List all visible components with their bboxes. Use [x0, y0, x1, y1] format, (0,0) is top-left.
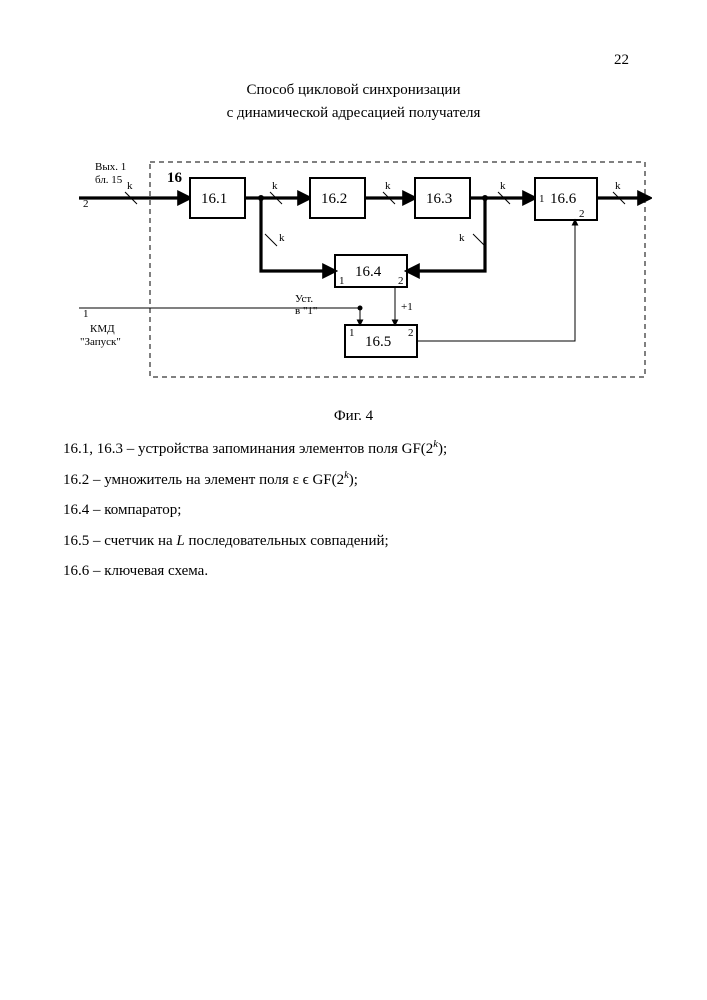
page: 22 Способ цикловой синхронизации с динам… [0, 0, 707, 1000]
k-label-2: k [272, 180, 278, 192]
legend: 16.1, 16.3 – устройства запоминания элем… [63, 435, 652, 586]
input-top-label-2: бл. 15 [95, 174, 123, 186]
figure-caption: Фиг. 4 [55, 408, 652, 425]
legend-line-2: 16.2 – умножитель на элемент поля ε ϵ GF… [63, 466, 652, 495]
block-16-1-label: 16.1 [201, 191, 227, 207]
block-16-5-port1: 1 [349, 327, 355, 339]
line-165-to-166 [417, 220, 575, 341]
block-16-6-label: 16.6 [550, 191, 577, 207]
plus-one-label: +1 [401, 301, 413, 313]
legend-2-tail: ); [349, 472, 358, 488]
legend-4-pre: 16.5 – счетчик на [63, 533, 176, 549]
kmd-label-2: "Запуск" [80, 336, 121, 348]
ust-label-1: Уст. [295, 293, 313, 305]
legend-4-post: последовательных совпадений; [185, 533, 389, 549]
legend-2-text: 16.2 – умножитель на элемент поля ε ϵ GF… [63, 472, 344, 488]
block-16-4-port2: 2 [398, 275, 404, 287]
input-port-1: 1 [83, 308, 89, 320]
block-16-5-port2: 2 [408, 327, 414, 339]
title-line-2: с динамической адресацией получателя [55, 105, 652, 122]
k-label-5: k [615, 180, 621, 192]
input-port-2: 2 [83, 198, 89, 210]
block-diagram: 16 Вых. 1 бл. 15 2 k 16.1 k 16.2 [55, 140, 652, 400]
legend-1-text: 16.1, 16.3 – устройства запоминания элем… [63, 441, 433, 457]
k-label-6: k [279, 232, 285, 244]
block-16-4-label: 16.4 [355, 264, 382, 280]
k-label-1: k [127, 180, 133, 192]
k-label-4: k [500, 180, 506, 192]
input-top-label-1: Вых. 1 [95, 161, 126, 173]
k-label-3: k [385, 180, 391, 192]
block-16-4-port1: 1 [339, 275, 345, 287]
legend-1-tail: ); [438, 441, 447, 457]
block-16-3-label: 16.3 [426, 191, 452, 207]
legend-line-4: 16.5 – счетчик на L последовательных сов… [63, 527, 652, 556]
block-16-5-label: 16.5 [365, 334, 391, 350]
legend-line-1: 16.1, 16.3 – устройства запоминания элем… [63, 435, 652, 464]
block-16-6-port1: 1 [539, 193, 545, 205]
legend-4-italic: L [176, 533, 184, 549]
block-16-2-label: 16.2 [321, 191, 347, 207]
legend-line-3: 16.4 – компаратор; [63, 496, 652, 525]
page-number: 22 [614, 52, 629, 69]
block-16-6-port2: 2 [579, 208, 585, 220]
kmd-label-1: КМД [90, 323, 115, 335]
legend-line-5: 16.6 – ключевая схема. [63, 557, 652, 586]
k-label-7: k [459, 232, 465, 244]
ust-label-2: в "1" [295, 305, 317, 317]
title-line-1: Способ цикловой синхронизации [55, 82, 652, 99]
outer-block-label: 16 [167, 170, 183, 186]
